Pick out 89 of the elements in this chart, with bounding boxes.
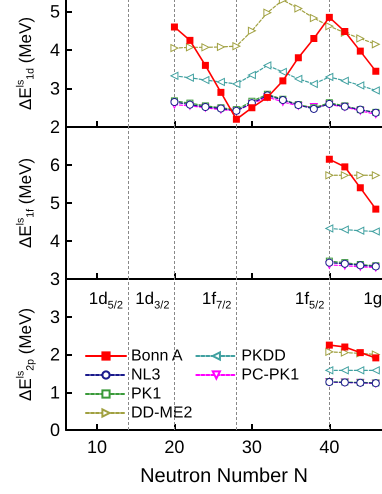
x-tick-label: 30 (242, 437, 262, 457)
point (310, 34, 318, 42)
x-axis-title: Neutron Number N (140, 465, 308, 487)
point (170, 72, 178, 80)
point (325, 171, 334, 180)
y-tick-label: 3 (50, 78, 60, 99)
point (186, 36, 194, 44)
y-tick-label: 2 (50, 117, 60, 137)
legend-label: NL3 (131, 366, 160, 384)
point (326, 156, 333, 163)
point (279, 77, 286, 84)
y-axis-title: ΔEls2p (MeV) (14, 308, 36, 402)
point (170, 23, 178, 30)
point (263, 61, 272, 70)
y-tick-label: 0 (50, 420, 60, 440)
point (248, 104, 256, 112)
point (294, 54, 302, 62)
point (263, 8, 272, 17)
y-tick-label: 3 (50, 306, 60, 327)
annotation: 1d$_{3/2}$ (135, 288, 170, 312)
point (372, 206, 380, 213)
y-tick-label: 2 (50, 344, 60, 364)
point (186, 43, 194, 52)
point (372, 171, 380, 180)
point (372, 40, 380, 48)
x-tick-label: 40 (319, 437, 340, 457)
point (326, 342, 333, 349)
point (232, 116, 240, 123)
point (356, 81, 364, 90)
point (372, 228, 380, 236)
y-tick-label: 6 (50, 155, 60, 175)
y-tick-label: 5 (50, 2, 60, 22)
point (201, 76, 210, 84)
point (340, 171, 349, 180)
point (356, 48, 364, 55)
point (325, 72, 334, 81)
x-tick-label: 20 (164, 437, 184, 457)
point (294, 4, 302, 12)
point (248, 71, 256, 80)
point (372, 86, 380, 94)
legend-label: PKDD (241, 348, 286, 364)
point (310, 14, 318, 22)
point (325, 22, 334, 30)
y-axis-title: ΔEls1d (MeV) (14, 16, 36, 110)
point (278, 68, 287, 76)
point (232, 80, 240, 88)
point (372, 366, 380, 374)
point (170, 44, 178, 52)
point (372, 354, 380, 362)
point (310, 80, 318, 88)
x-tick-label: 10 (86, 437, 107, 457)
point (341, 163, 348, 170)
point (356, 184, 364, 192)
point (325, 366, 334, 374)
annotation: 1d$_{5/2}$ (88, 288, 123, 312)
annotation: 1f$_{5/2}$ (294, 288, 324, 312)
point (340, 226, 349, 234)
point (217, 88, 224, 96)
annotation: 1g (363, 288, 382, 308)
annotation: 1f$_{7/2}$ (202, 288, 232, 312)
point (216, 42, 225, 51)
point (325, 224, 334, 232)
legend-label: DD-ME2 (131, 404, 192, 422)
y-tick-label: 4 (50, 231, 60, 251)
point (340, 366, 349, 374)
point (372, 68, 380, 75)
point (356, 226, 364, 235)
point (202, 62, 209, 69)
y-tick-label: 5 (50, 193, 60, 213)
point (326, 14, 333, 21)
point (294, 74, 302, 83)
legend-label: PC-PK1 (241, 366, 300, 384)
point (356, 171, 364, 180)
point (356, 34, 364, 42)
legend-label: PK1 (131, 386, 162, 402)
point (201, 43, 210, 52)
point (232, 42, 240, 50)
y-tick-label: 3 (50, 269, 60, 289)
point (356, 366, 364, 374)
legend-label: Bonn A (131, 348, 183, 364)
y-tick-label: 1 (50, 382, 60, 402)
y-axis-title: ΔEls1f (MeV) (14, 158, 36, 248)
point (340, 76, 349, 85)
point (248, 26, 256, 35)
point (186, 74, 194, 82)
point (216, 78, 225, 86)
y-tick-label: 4 (50, 40, 60, 60)
point (341, 343, 348, 350)
point (325, 348, 334, 356)
